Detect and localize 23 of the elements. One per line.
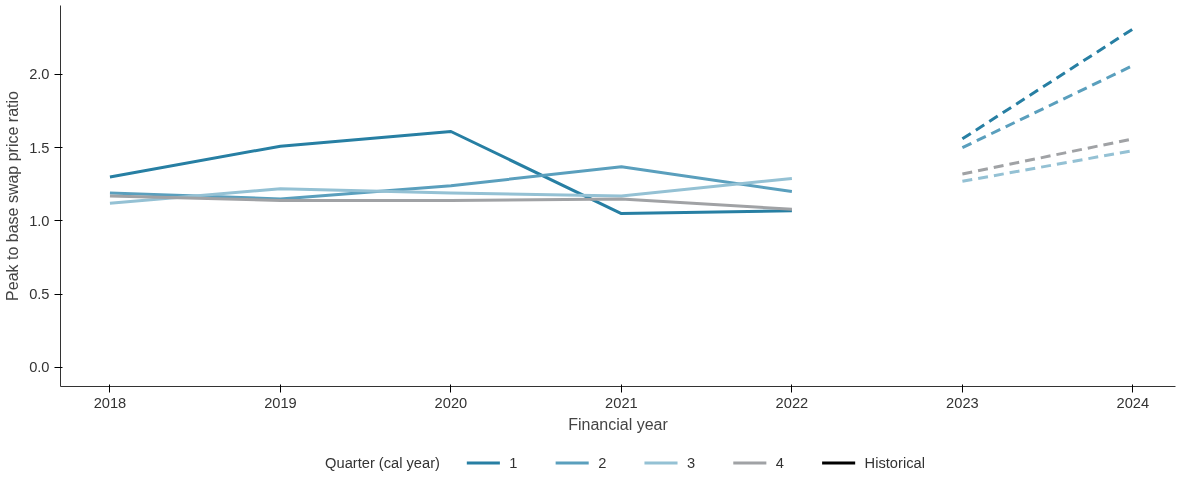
y-tick-label: 0.0 [29, 359, 50, 376]
x-tick-label: 2023 [946, 394, 979, 411]
x-tick-label: 2020 [434, 394, 468, 411]
legend-title: Quarter (cal year) [325, 455, 440, 471]
y-tick-label: 1.5 [29, 139, 50, 156]
legend-label: 1 [509, 455, 518, 471]
line-series [108, 194, 794, 211]
x-tick-label: 2018 [93, 394, 127, 411]
x-tick-label: 2022 [775, 394, 809, 411]
legend-label: Historical [864, 455, 925, 471]
y-axis-title: Peak to base swap price ratio [4, 90, 22, 301]
y-tick-label: 0.5 [29, 286, 50, 303]
y-tick-label: 1.0 [29, 212, 50, 229]
x-tick-label: 2024 [1116, 394, 1150, 411]
line-series [108, 176, 794, 205]
y-tick-label: 2.0 [29, 66, 50, 83]
line-series [108, 130, 794, 216]
x-axis-title: Financial year [568, 415, 669, 433]
legend-label: 3 [686, 455, 696, 471]
legend-label: 4 [775, 455, 784, 471]
x-tick-label: 2021 [605, 394, 638, 411]
x-tick-label: 2019 [264, 394, 297, 411]
legend-label: 2 [598, 455, 607, 471]
